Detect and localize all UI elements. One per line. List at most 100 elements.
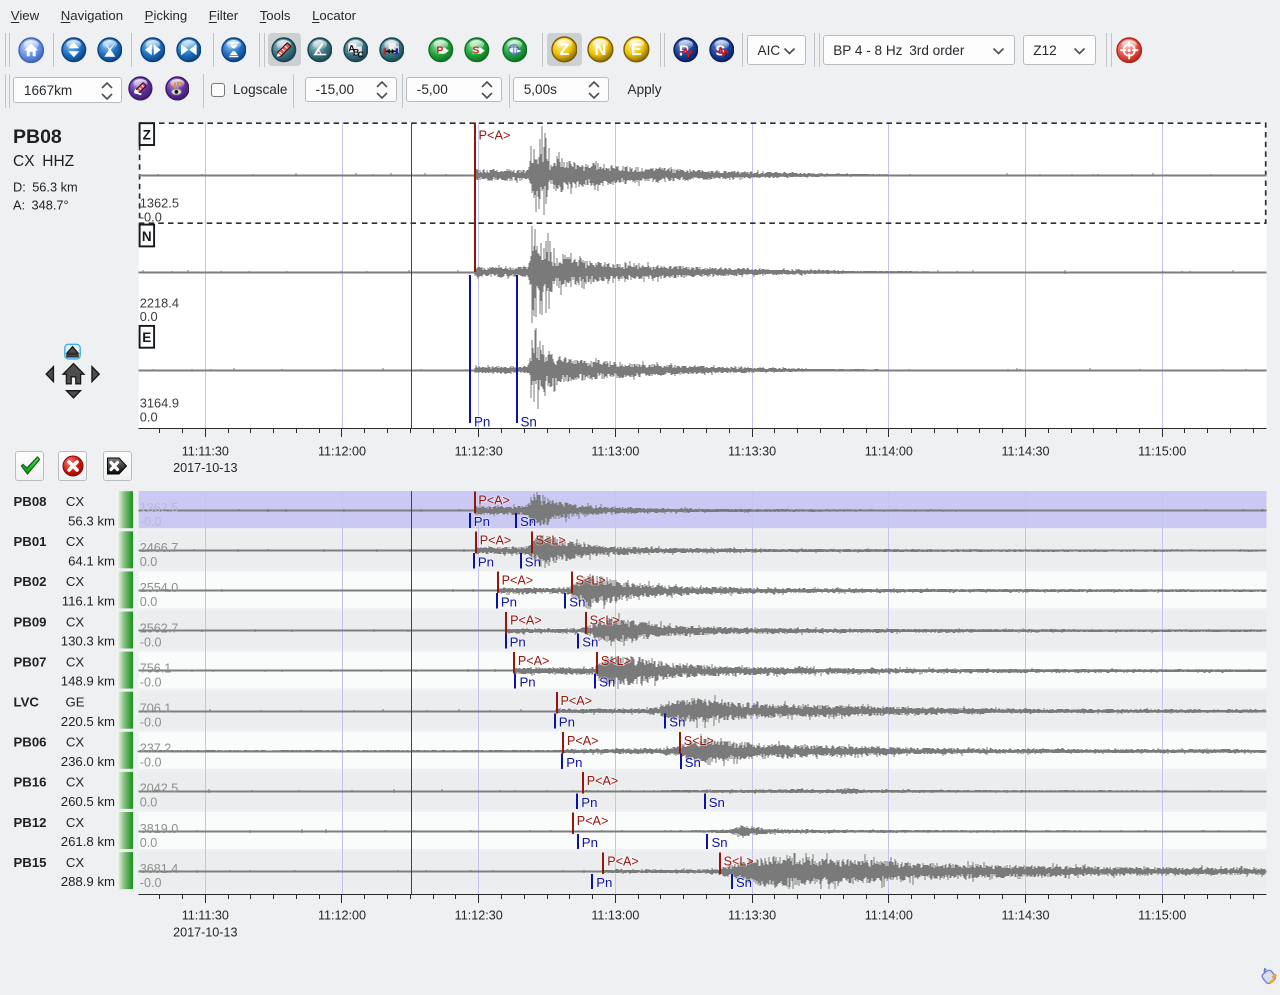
svg-text:0.0: 0.0 [140,309,158,324]
svg-text:Pn: Pn [510,635,526,650]
svg-text:P<A>: P<A> [587,774,619,788]
svg-text:CX: CX [66,775,85,790]
svg-text:Pn: Pn [582,835,598,850]
svg-text:260.5 km: 260.5 km [61,794,115,809]
svg-text:2017-10-13: 2017-10-13 [173,925,237,939]
svg-text:-0.0: -0.0 [140,210,162,225]
svg-text:2218.4: 2218.4 [140,295,179,310]
svg-text:LVC: LVC [14,695,40,710]
svg-text:2466.7: 2466.7 [140,541,179,555]
svg-text:E: E [142,330,151,345]
svg-text:-0.0: -0.0 [140,876,162,890]
svg-text:261.8 km: 261.8 km [61,834,115,849]
svg-text:3819.0: 3819.0 [140,822,179,836]
svg-text:220.5 km: 220.5 km [61,714,115,729]
svg-text:PB02: PB02 [14,574,47,589]
svg-text:S<L>: S<L> [576,574,606,588]
svg-text:1362.5: 1362.5 [140,196,179,211]
svg-text:N: N [142,229,152,244]
svg-text:P: P [176,81,182,92]
svg-text:-0.0: -0.0 [140,756,162,770]
svg-text:11:11:30: 11:11:30 [182,908,229,922]
svg-text:116.1 km: 116.1 km [62,594,115,609]
svg-text:1362.5: 1362.5 [140,501,179,515]
svg-text:Pn: Pn [520,675,536,690]
svg-text:3164.9: 3164.9 [140,395,179,410]
svg-text:Pn: Pn [474,514,490,529]
svg-text:PB09: PB09 [14,614,47,629]
svg-text:S<L>: S<L> [684,734,714,748]
svg-text:130.3 km: 130.3 km [61,634,115,649]
svg-text:PB16: PB16 [14,775,47,790]
svg-text:PB07: PB07 [14,654,47,669]
svg-text:2017-10-13: 2017-10-13 [173,461,237,475]
svg-text:CX: CX [66,534,85,549]
svg-text:11:13:30: 11:13:30 [728,444,776,458]
svg-text:S<L>: S<L> [590,614,620,628]
svg-text:P: P [437,45,444,56]
svg-text:236.0 km: 236.0 km [61,754,115,769]
svg-text:Sn: Sn [712,835,728,850]
svg-text:11:14:00: 11:14:00 [865,444,913,458]
svg-text:0.0: 0.0 [140,796,158,810]
svg-text:CX: CX [66,494,85,509]
svg-text:Sn: Sn [521,415,537,430]
svg-text:PB15: PB15 [14,855,47,870]
svg-text:11:11:30: 11:11:30 [182,444,229,458]
svg-text:11:15:00: 11:15:00 [1138,908,1186,922]
svg-text:64.1 km: 64.1 km [68,553,115,568]
svg-text:CX: CX [66,574,85,589]
svg-text:11:12:30: 11:12:30 [455,908,503,922]
svg-text:148.9 km: 148.9 km [61,674,115,689]
svg-text:0.0: 0.0 [140,409,158,424]
svg-text:56.3 km: 56.3 km [68,513,115,528]
svg-text:Sn: Sn [582,635,598,650]
svg-text:Z: Z [143,127,151,142]
svg-text:11:13:30: 11:13:30 [728,908,776,922]
svg-text:Sn: Sn [569,594,585,609]
svg-text:11:12:00: 11:12:00 [318,908,366,922]
svg-text:Pn: Pn [559,715,575,730]
svg-text:CX: CX [66,735,85,750]
svg-text:P<A>: P<A> [480,534,512,548]
svg-text:11:13:00: 11:13:00 [591,444,639,458]
svg-text:0.0: 0.0 [140,555,158,569]
svg-text:0.0: 0.0 [140,836,158,850]
svg-text:Pn: Pn [474,415,490,430]
svg-text:E: E [631,41,642,59]
svg-text:2554.0: 2554.0 [140,581,179,595]
svg-text:PB01: PB01 [14,534,47,549]
svg-text:S: S [473,45,480,56]
svg-text:S<L>: S<L> [536,534,566,548]
svg-text:PB12: PB12 [14,815,47,830]
svg-text:P<A>: P<A> [561,694,593,708]
svg-text:P<A>: P<A> [518,654,550,668]
svg-text:S<L>: S<L> [724,854,754,868]
svg-text:Pn: Pn [581,795,597,810]
svg-text:Sn: Sn [669,715,685,730]
svg-text:P<A>: P<A> [607,854,639,868]
svg-text:11:15:00: 11:15:00 [1138,444,1186,458]
svg-text:3681.4: 3681.4 [140,862,179,876]
svg-text:CX: CX [66,855,85,870]
svg-text:11:12:00: 11:12:00 [318,444,366,458]
svg-text:S<L>: S<L> [601,654,631,668]
svg-text:11:13:00: 11:13:00 [591,908,639,922]
svg-text:2042.5: 2042.5 [140,782,179,796]
svg-text:PB06: PB06 [14,735,47,750]
svg-text:237.2: 237.2 [140,742,172,756]
svg-text:P<A>: P<A> [502,574,534,588]
svg-text:0.0: 0.0 [140,595,158,609]
svg-text:PB08: PB08 [13,126,62,148]
svg-text:-0.0: -0.0 [140,675,162,689]
svg-text:A: A [348,43,355,53]
svg-text:CX: CX [66,614,85,629]
svg-text:CX: CX [66,815,85,830]
svg-text:Sn: Sn [709,795,725,810]
svg-text:CX: CX [66,654,85,669]
svg-text:CX HHZ: CX HHZ [13,153,74,170]
svg-text:P<A>: P<A> [479,128,511,143]
svg-text:-0.0: -0.0 [140,515,162,529]
svg-text:B: B [353,47,360,57]
svg-text:-0.0: -0.0 [140,716,162,730]
